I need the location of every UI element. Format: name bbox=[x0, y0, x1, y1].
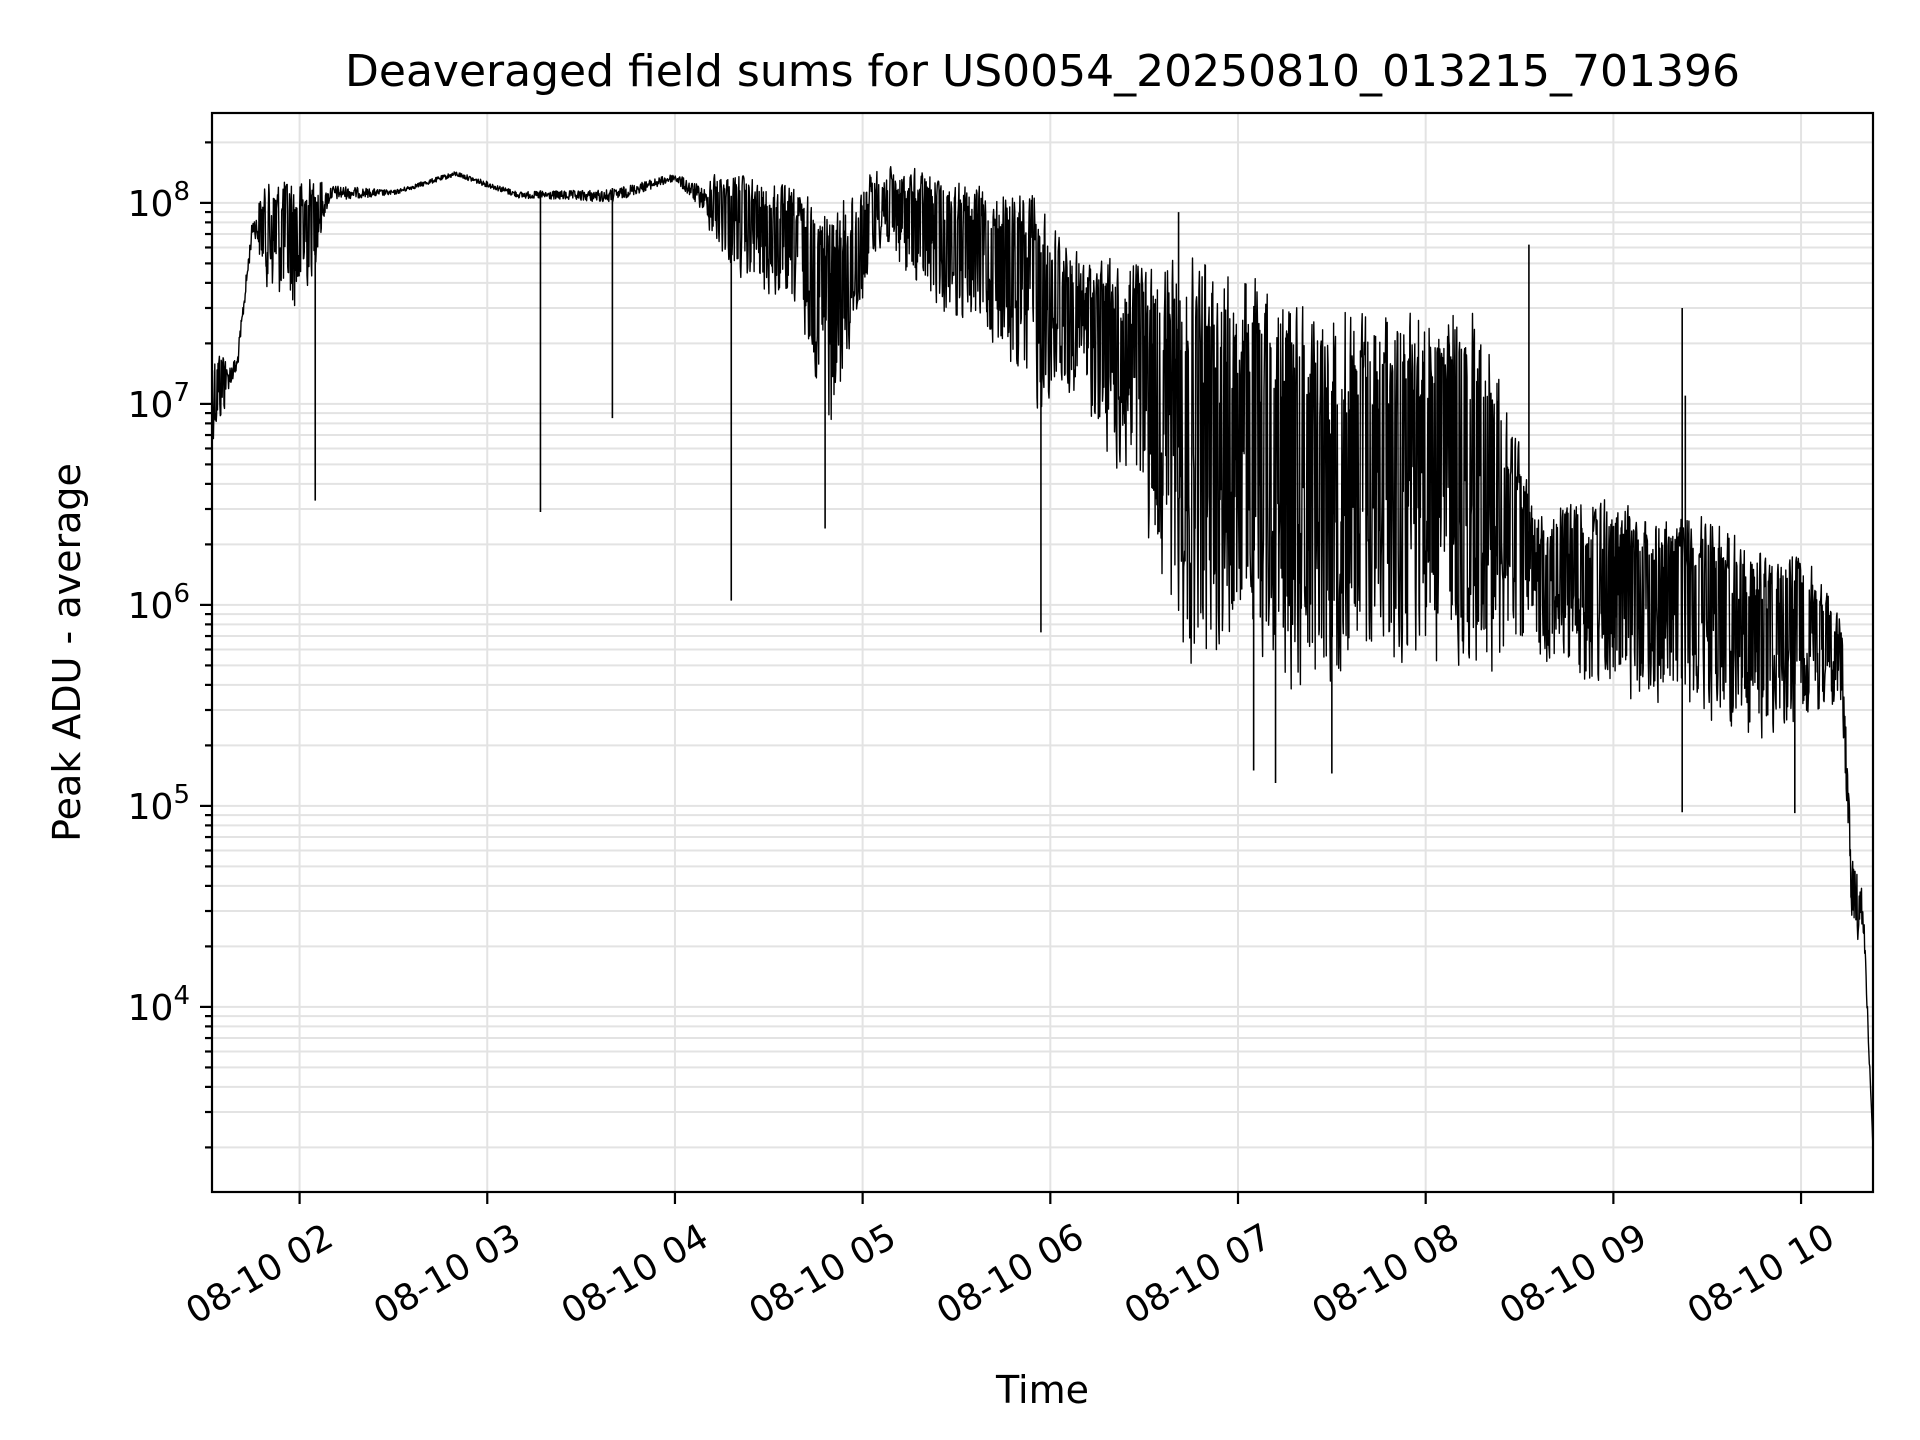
y-tick-base: 10 bbox=[128, 586, 174, 627]
y-tick-label: 106 bbox=[128, 579, 190, 627]
x-tick-label: 08-10 02 bbox=[179, 1216, 340, 1332]
series-line bbox=[211, 166, 1874, 1148]
y-tick-exponent: 4 bbox=[173, 981, 190, 1011]
y-tick-exponent: 5 bbox=[173, 780, 190, 810]
y-tick-base: 10 bbox=[128, 988, 174, 1029]
x-tick-label: 08-10 04 bbox=[555, 1216, 716, 1332]
x-tick-label: 08-10 05 bbox=[742, 1216, 903, 1332]
chart-title: Deaveraged field sums for US0054_2025081… bbox=[345, 46, 1740, 97]
y-axis-label: Peak ADU - average bbox=[45, 463, 89, 842]
x-axis-label: Time bbox=[995, 1368, 1089, 1412]
x-tick-label: 08-10 07 bbox=[1118, 1216, 1279, 1332]
y-tick-exponent: 7 bbox=[173, 378, 190, 408]
y-tick-base: 10 bbox=[128, 184, 174, 225]
x-tick-label: 08-10 08 bbox=[1306, 1216, 1467, 1332]
y-tick-label: 107 bbox=[128, 378, 190, 426]
series-layer bbox=[211, 166, 1874, 1148]
y-tick-base: 10 bbox=[128, 787, 174, 828]
x-axis: 08-10 02 08-10 03 08-10 04 08-10 05 08-10 06… bbox=[179, 1192, 1842, 1333]
y-tick-base: 10 bbox=[128, 385, 174, 426]
y-tick-label: 105 bbox=[128, 780, 190, 828]
y-tick-exponent: 8 bbox=[173, 177, 190, 207]
grid bbox=[212, 113, 1873, 1192]
y-tick-label: 108 bbox=[128, 177, 190, 225]
x-tick-label: 08-10 03 bbox=[367, 1216, 528, 1332]
x-tick-label: 08-10 10 bbox=[1681, 1216, 1842, 1332]
x-tick-label: 08-10 09 bbox=[1493, 1216, 1654, 1332]
y-tick-label: 104 bbox=[128, 981, 190, 1029]
y-tick-exponent: 6 bbox=[173, 579, 190, 609]
axes-frame bbox=[210, 111, 1875, 1194]
x-tick-label: 08-10 06 bbox=[930, 1216, 1091, 1332]
